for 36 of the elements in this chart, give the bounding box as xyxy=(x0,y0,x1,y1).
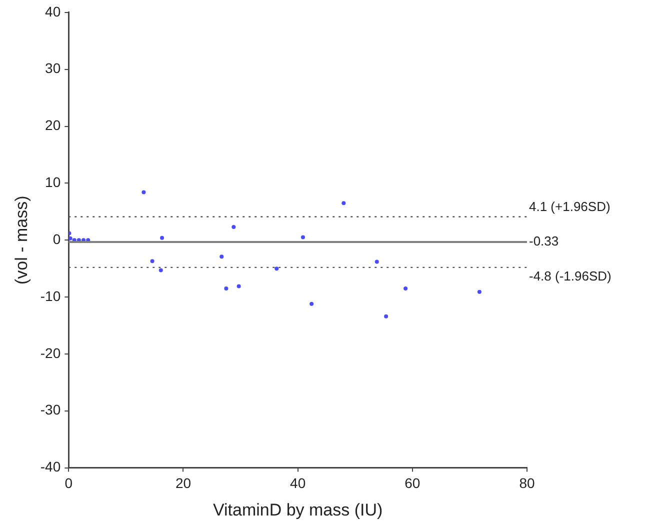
x-tick-label: 20 xyxy=(175,475,192,492)
point xyxy=(236,284,241,288)
point xyxy=(158,268,163,272)
x-tick-label: 60 xyxy=(404,475,420,492)
point xyxy=(224,286,228,290)
y-tick-label: -10 xyxy=(40,288,61,304)
ref-line-label: -4.8 (-1.96SD) xyxy=(529,268,612,284)
point xyxy=(232,225,236,230)
y-tick-label: -40 xyxy=(40,458,61,475)
point xyxy=(142,190,146,194)
point xyxy=(274,266,279,271)
point xyxy=(342,201,346,206)
point xyxy=(477,290,482,294)
ref-line-label: 4.1 (+1.96SD) xyxy=(529,198,610,214)
y-tick-label: 40 xyxy=(45,3,61,20)
point xyxy=(404,286,408,290)
point xyxy=(384,314,388,318)
y-tick-label: 30 xyxy=(45,60,61,76)
point xyxy=(160,236,164,240)
y-tick-label: 20 xyxy=(45,117,61,134)
y-axis-title: (vol - mass) xyxy=(12,196,31,284)
x-axis-title: VitaminD by mass (IU) xyxy=(212,500,383,520)
point xyxy=(374,260,379,264)
ref-line-label: -0.33 xyxy=(529,234,559,249)
y-tick-label: 10 xyxy=(45,174,61,190)
x-tick-label: 80 xyxy=(519,475,535,492)
point xyxy=(300,235,305,240)
y-tick-label: -20 xyxy=(40,344,61,361)
point xyxy=(150,259,154,264)
point xyxy=(68,236,72,240)
y-tick-label: 0 xyxy=(52,230,61,247)
x-tick-label: 40 xyxy=(290,475,306,492)
x-tick-label: 0 xyxy=(64,475,73,492)
point xyxy=(220,254,224,259)
y-tick-label: -30 xyxy=(40,402,61,418)
point xyxy=(310,302,314,306)
